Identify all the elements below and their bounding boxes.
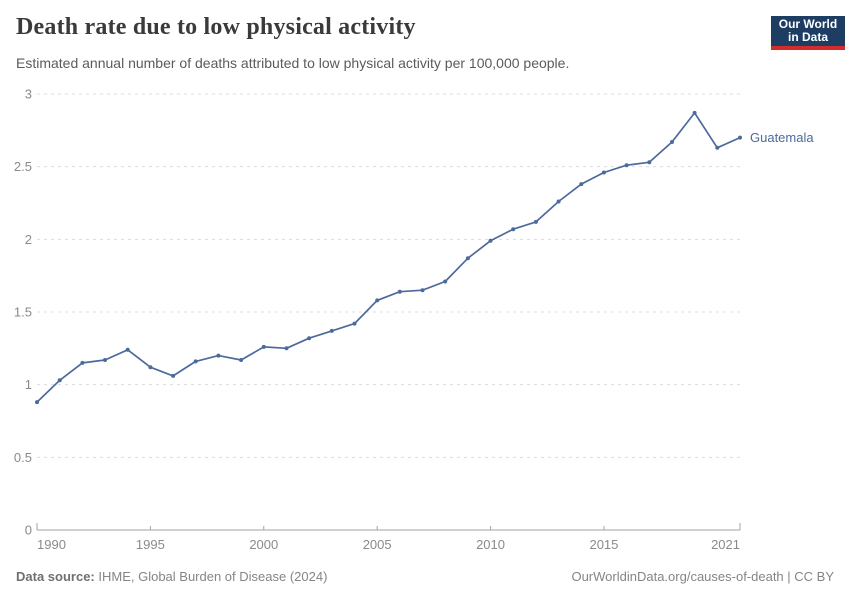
line-series	[36, 112, 741, 403]
data-point-marker[interactable]	[420, 288, 425, 293]
owid-logo-line2: in Data	[787, 30, 828, 44]
data-point-marker[interactable]	[329, 328, 334, 333]
data-point-marker[interactable]	[397, 289, 402, 294]
data-point-marker[interactable]	[307, 336, 312, 341]
data-point-marker[interactable]	[239, 358, 244, 362]
data-point-marker[interactable]	[216, 353, 221, 358]
y-axis-tick-label: 3	[25, 87, 32, 102]
data-point-marker[interactable]	[511, 227, 516, 232]
x-axis-tick-label: 2005	[363, 537, 392, 552]
data-point-marker[interactable]	[284, 346, 289, 351]
data-point-marker[interactable]	[171, 373, 176, 378]
data-point-marker[interactable]	[556, 199, 561, 204]
x-axis-tick-label: 2010	[476, 537, 505, 552]
credit-link[interactable]: OurWorldinData.org/causes-of-death | CC …	[571, 569, 834, 584]
data-point-marker[interactable]	[148, 365, 153, 370]
data-point-marker[interactable]	[352, 321, 357, 326]
data-point-marker[interactable]	[647, 160, 652, 165]
chart-title: Death rate due to low physical activity	[16, 14, 416, 40]
x-axis-tick-label: 2015	[589, 537, 618, 552]
y-axis-tick-label: 1.5	[14, 305, 32, 320]
owid-logo[interactable]: Our World in Data	[771, 16, 845, 50]
data-point-marker[interactable]	[715, 145, 720, 150]
data-source-note: Data source: IHME, Global Burden of Dise…	[16, 569, 327, 584]
data-point-marker[interactable]	[465, 256, 470, 261]
data-point-marker[interactable]	[375, 298, 380, 303]
data-point-marker[interactable]	[193, 359, 198, 364]
x-axis-tick-label: 1990	[37, 537, 66, 552]
data-point-marker[interactable]	[57, 378, 62, 383]
y-axis-tick-label: 0	[25, 523, 32, 538]
data-point-marker[interactable]	[261, 344, 266, 349]
y-axis-tick-label: 0.5	[14, 450, 32, 465]
entity-label[interactable]: Guatemala	[750, 130, 814, 145]
x-axis-tick-label: 2000	[249, 537, 278, 552]
data-point-marker[interactable]	[80, 360, 85, 365]
chart-footer: Data source: IHME, Global Burden of Dise…	[16, 569, 834, 584]
data-point-marker[interactable]	[103, 358, 107, 362]
data-point-marker[interactable]	[443, 279, 448, 284]
y-axis-tick-label: 2.5	[14, 159, 32, 174]
data-point-marker[interactable]	[670, 140, 674, 144]
owid-logo-line1: Our World	[778, 17, 838, 31]
data-point-marker[interactable]	[125, 347, 130, 352]
data-source-label: Data source:	[16, 569, 95, 584]
data-point-marker[interactable]	[738, 135, 742, 140]
data-point-marker[interactable]	[624, 163, 629, 168]
x-axis-tick-label: 2021	[711, 537, 740, 552]
y-axis-tick-label: 2	[25, 232, 32, 247]
y-axis-tick-label: 1	[25, 377, 32, 392]
data-source-text: IHME, Global Burden of Disease (2024)	[94, 569, 328, 584]
data-point-marker[interactable]	[488, 238, 493, 243]
data-point-marker[interactable]	[579, 182, 584, 187]
data-point-marker[interactable]	[601, 170, 606, 175]
x-axis-tick-label: 1995	[136, 537, 165, 552]
data-point-marker[interactable]	[692, 110, 697, 115]
chart-subtitle: Estimated annual number of deaths attrib…	[16, 55, 570, 71]
data-point-marker[interactable]	[533, 219, 538, 224]
data-point-marker[interactable]	[35, 400, 39, 405]
